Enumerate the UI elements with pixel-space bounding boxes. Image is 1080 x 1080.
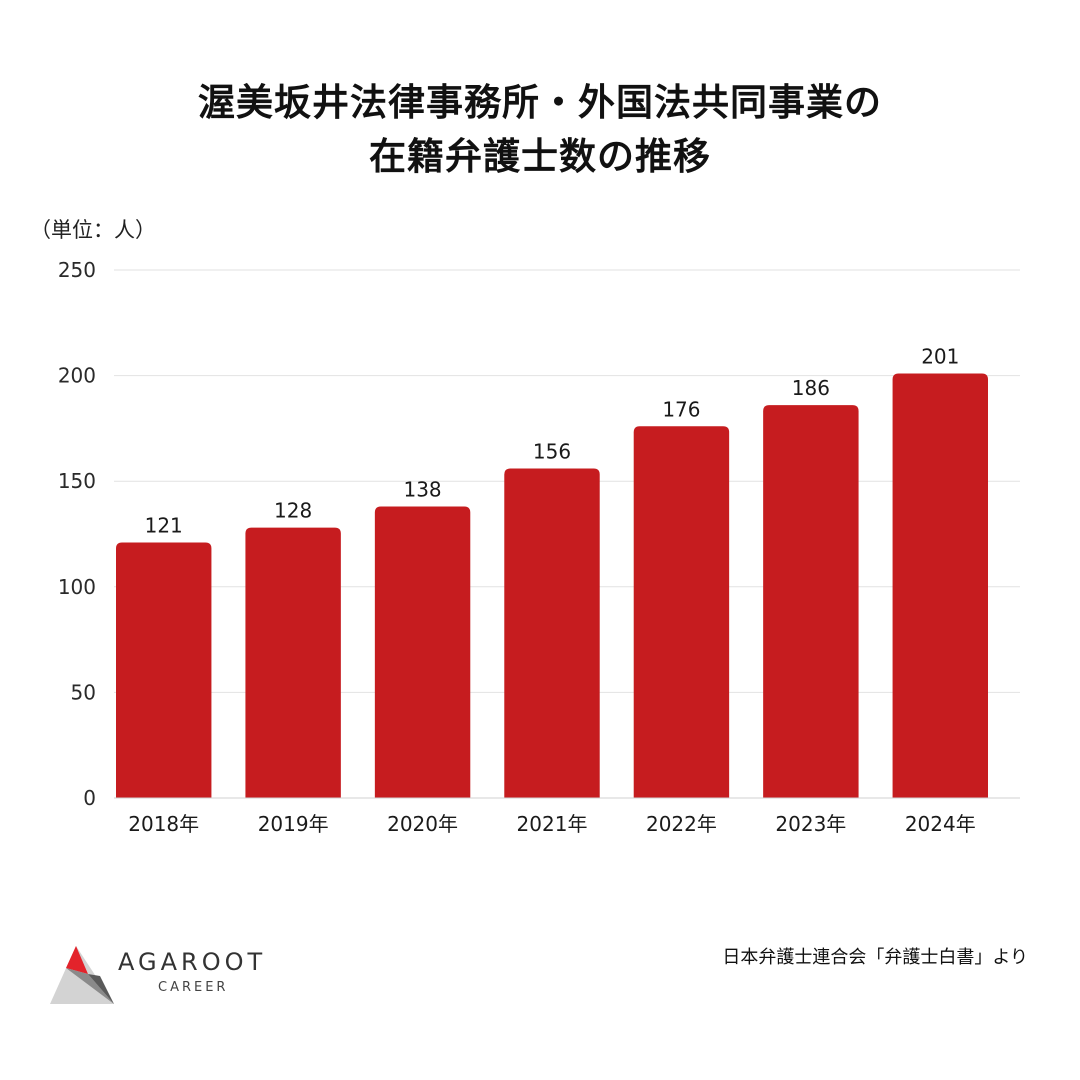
data-label: 121 [145,513,183,537]
x-tick-label: 2020年 [387,812,458,836]
x-tick-label: 2024年 [905,812,976,836]
data-label: 156 [533,440,571,464]
data-label: 201 [921,344,959,368]
bar [504,468,600,798]
data-label: 176 [662,397,700,421]
logo-wordmark: AGAROOT [118,948,267,976]
data-label: 186 [792,376,830,400]
bar [245,527,341,798]
chart-title: 渥美坂井法律事務所・外国法共同事業の 在籍弁護士数の推移 [0,76,1080,184]
source-note: 日本弁護士連合会「弁護士白書」より [722,947,1028,968]
unit-label: （単位：人） [30,218,156,242]
y-tick-label: 150 [58,469,96,493]
logo-triangle-icon [50,946,114,1004]
data-label: 138 [403,478,441,502]
y-tick-label: 50 [71,680,96,704]
x-tick-label: 2021年 [517,812,588,836]
x-tick-label: 2018年 [128,812,199,836]
chart-title-line2: 在籍弁護士数の推移 [369,135,711,178]
agaroot-career-logo: AGAROOT CAREER [48,940,288,1010]
x-tick-label: 2023年 [775,812,846,836]
y-tick-label: 100 [58,575,96,599]
bar [633,426,730,798]
data-label: 128 [274,499,312,523]
x-tick-label: 2019年 [258,812,329,836]
chart-title-line1: 渥美坂井法律事務所・外国法共同事業の [198,81,882,124]
bar [892,373,988,798]
bar-chart: 0 50 100 150 200 250 121 2018年 128 2019年 138 2020年 1… [58,258,1020,836]
logo-subtext: CAREER [158,980,229,995]
y-tick-label: 200 [58,364,96,388]
x-tick-label: 2022年 [646,812,717,836]
bar [763,405,859,798]
bar [116,542,212,798]
y-tick-label: 250 [58,258,96,282]
y-tick-label: 0 [83,786,96,810]
bar [374,506,471,798]
